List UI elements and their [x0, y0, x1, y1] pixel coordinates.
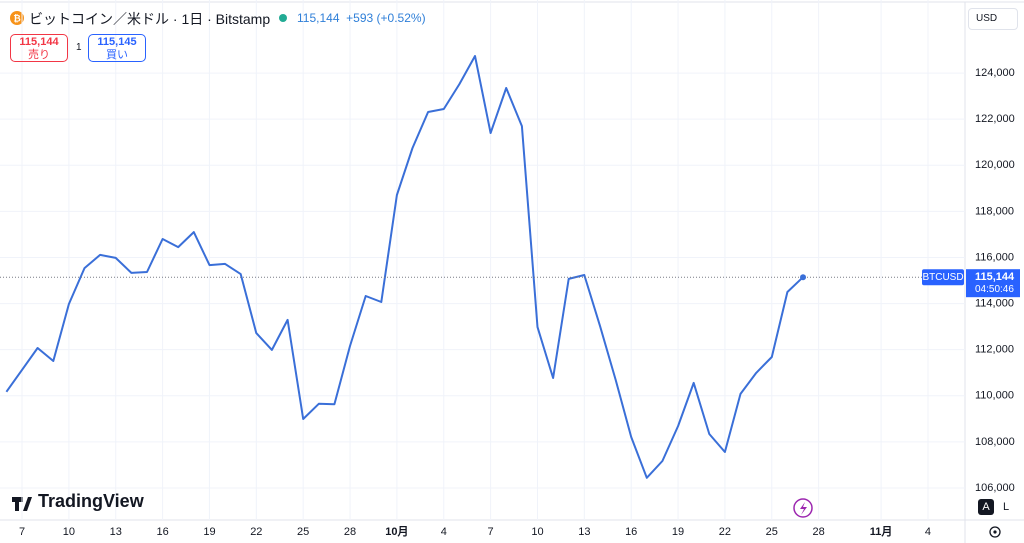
x-tick-label: 16: [625, 526, 637, 538]
grid: [0, 0, 965, 520]
x-tick-label: 19: [203, 526, 215, 538]
x-tick-label: 7: [19, 526, 25, 538]
x-tick-label: 10月: [385, 525, 408, 538]
x-tick-label: 13: [578, 526, 590, 538]
y-tick-label: 108,000: [975, 436, 1015, 448]
log-scale-button[interactable]: L: [1002, 501, 1010, 513]
y-tick-label: 124,000: [975, 67, 1015, 79]
buy-price: 115,145: [97, 36, 137, 48]
sell-price: 115,144: [19, 36, 59, 48]
market-status-dot: [279, 14, 287, 22]
x-tick-label: 16: [156, 526, 168, 538]
buy-label: 買い: [106, 49, 128, 61]
x-tick-label: 13: [110, 526, 122, 538]
x-tick-label: 22: [250, 526, 262, 538]
x-tick-label: 10: [63, 526, 75, 538]
y-tick-label: 112,000: [975, 344, 1014, 356]
x-tick-label: 28: [344, 526, 356, 538]
x-tick-label: 11月: [870, 525, 893, 538]
current-price: 115,144: [297, 11, 340, 25]
y-tick-label: 110,000: [975, 390, 1014, 402]
x-tick-label: 28: [813, 526, 825, 538]
change: +593 (+0.52%): [346, 11, 426, 25]
bitcoin-icon-glyph: ₿: [13, 13, 20, 23]
x-tick-label: 19: [672, 526, 684, 538]
y-tick-label: 114,000: [975, 297, 1014, 309]
y-tick-label: 116,000: [975, 251, 1014, 263]
x-tick-label: 10: [531, 526, 543, 538]
x-tick-label: 22: [719, 526, 731, 538]
y-tick-label: 120,000: [975, 159, 1015, 171]
auto-scale-button[interactable]: A: [978, 499, 994, 515]
price-tag: [966, 269, 1020, 298]
buy-button[interactable]: 115,145 買い: [88, 34, 146, 62]
y-tick-label: 118,000: [975, 205, 1014, 217]
tradingview-logo-icon: [12, 497, 32, 511]
sell-label: 売り: [28, 49, 50, 61]
price-tag-label: 115,144: [975, 271, 1015, 283]
y-tick-label: 106,000: [975, 482, 1015, 494]
price-change: 115,144 +593 (+0.52%): [297, 11, 426, 25]
countdown-label: 04:50:46: [975, 284, 1014, 295]
symbol-tag: [922, 269, 964, 286]
currency-selector[interactable]: USD: [968, 8, 1018, 30]
lightning-button[interactable]: [793, 498, 813, 518]
y-tick-label: 122,000: [975, 113, 1015, 125]
x-tick-label: 4: [925, 526, 931, 538]
sell-button[interactable]: 115,144 売り: [10, 34, 68, 62]
quantity: 1: [76, 42, 82, 53]
last-point: [800, 274, 807, 281]
settings-icon-center: [993, 530, 997, 534]
price-line: [5, 55, 804, 479]
bitcoin-icon: [10, 11, 24, 25]
tradingview-logo: TradingView: [38, 491, 144, 511]
x-tick-label: 7: [488, 526, 494, 538]
symbol-title: ビットコイン／米ドル · 1日 · Bitstamp: [29, 11, 271, 27]
symbol-tag-label: BTCUSD: [922, 272, 963, 283]
lightning-icon: [800, 502, 807, 515]
settings-button[interactable]: [989, 526, 1001, 538]
x-tick-label: 25: [297, 526, 309, 538]
x-tick-label: 25: [766, 526, 778, 538]
x-tick-label: 4: [441, 526, 447, 538]
